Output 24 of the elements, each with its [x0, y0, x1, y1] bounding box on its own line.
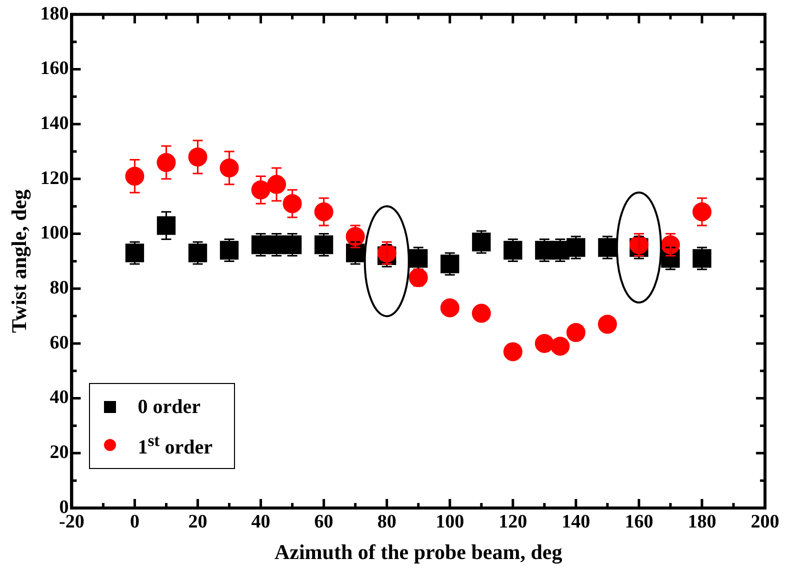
- y-tick-label: 100: [40, 222, 69, 244]
- x-tick-label: 160: [624, 511, 654, 532]
- x-tick-label: 60: [314, 511, 334, 532]
- y-tick-label: 160: [40, 58, 69, 80]
- y-tick-label: 60: [50, 332, 69, 354]
- y-tick-label: 40: [50, 387, 69, 408]
- x-tick-label: 20: [188, 511, 208, 532]
- x-tick-label: 40: [251, 511, 270, 532]
- x-tick-label: 120: [498, 511, 528, 532]
- y-tick-label: 80: [50, 278, 69, 299]
- x-tick-label: 0: [130, 511, 140, 532]
- x-tick-label: 140: [562, 511, 590, 532]
- legend-label: 1$^{st}$ order: [138, 430, 212, 460]
- x-tick-label: 180: [688, 511, 716, 532]
- y-tick-label: 20: [50, 442, 69, 464]
- y-tick-label: 140: [40, 112, 69, 134]
- x-tick-label: 80: [377, 511, 396, 532]
- x-tick-label: 100: [436, 511, 464, 532]
- x-axis-title: Azimuth of the probe beam, deg: [274, 540, 563, 564]
- x-tick-label: 200: [750, 511, 780, 532]
- y-axis-title: Twist angle, deg: [7, 188, 32, 334]
- legend-label: 0 order: [138, 396, 200, 418]
- y-tick-label: 180: [40, 3, 69, 24]
- y-tick-label: 120: [40, 168, 69, 189]
